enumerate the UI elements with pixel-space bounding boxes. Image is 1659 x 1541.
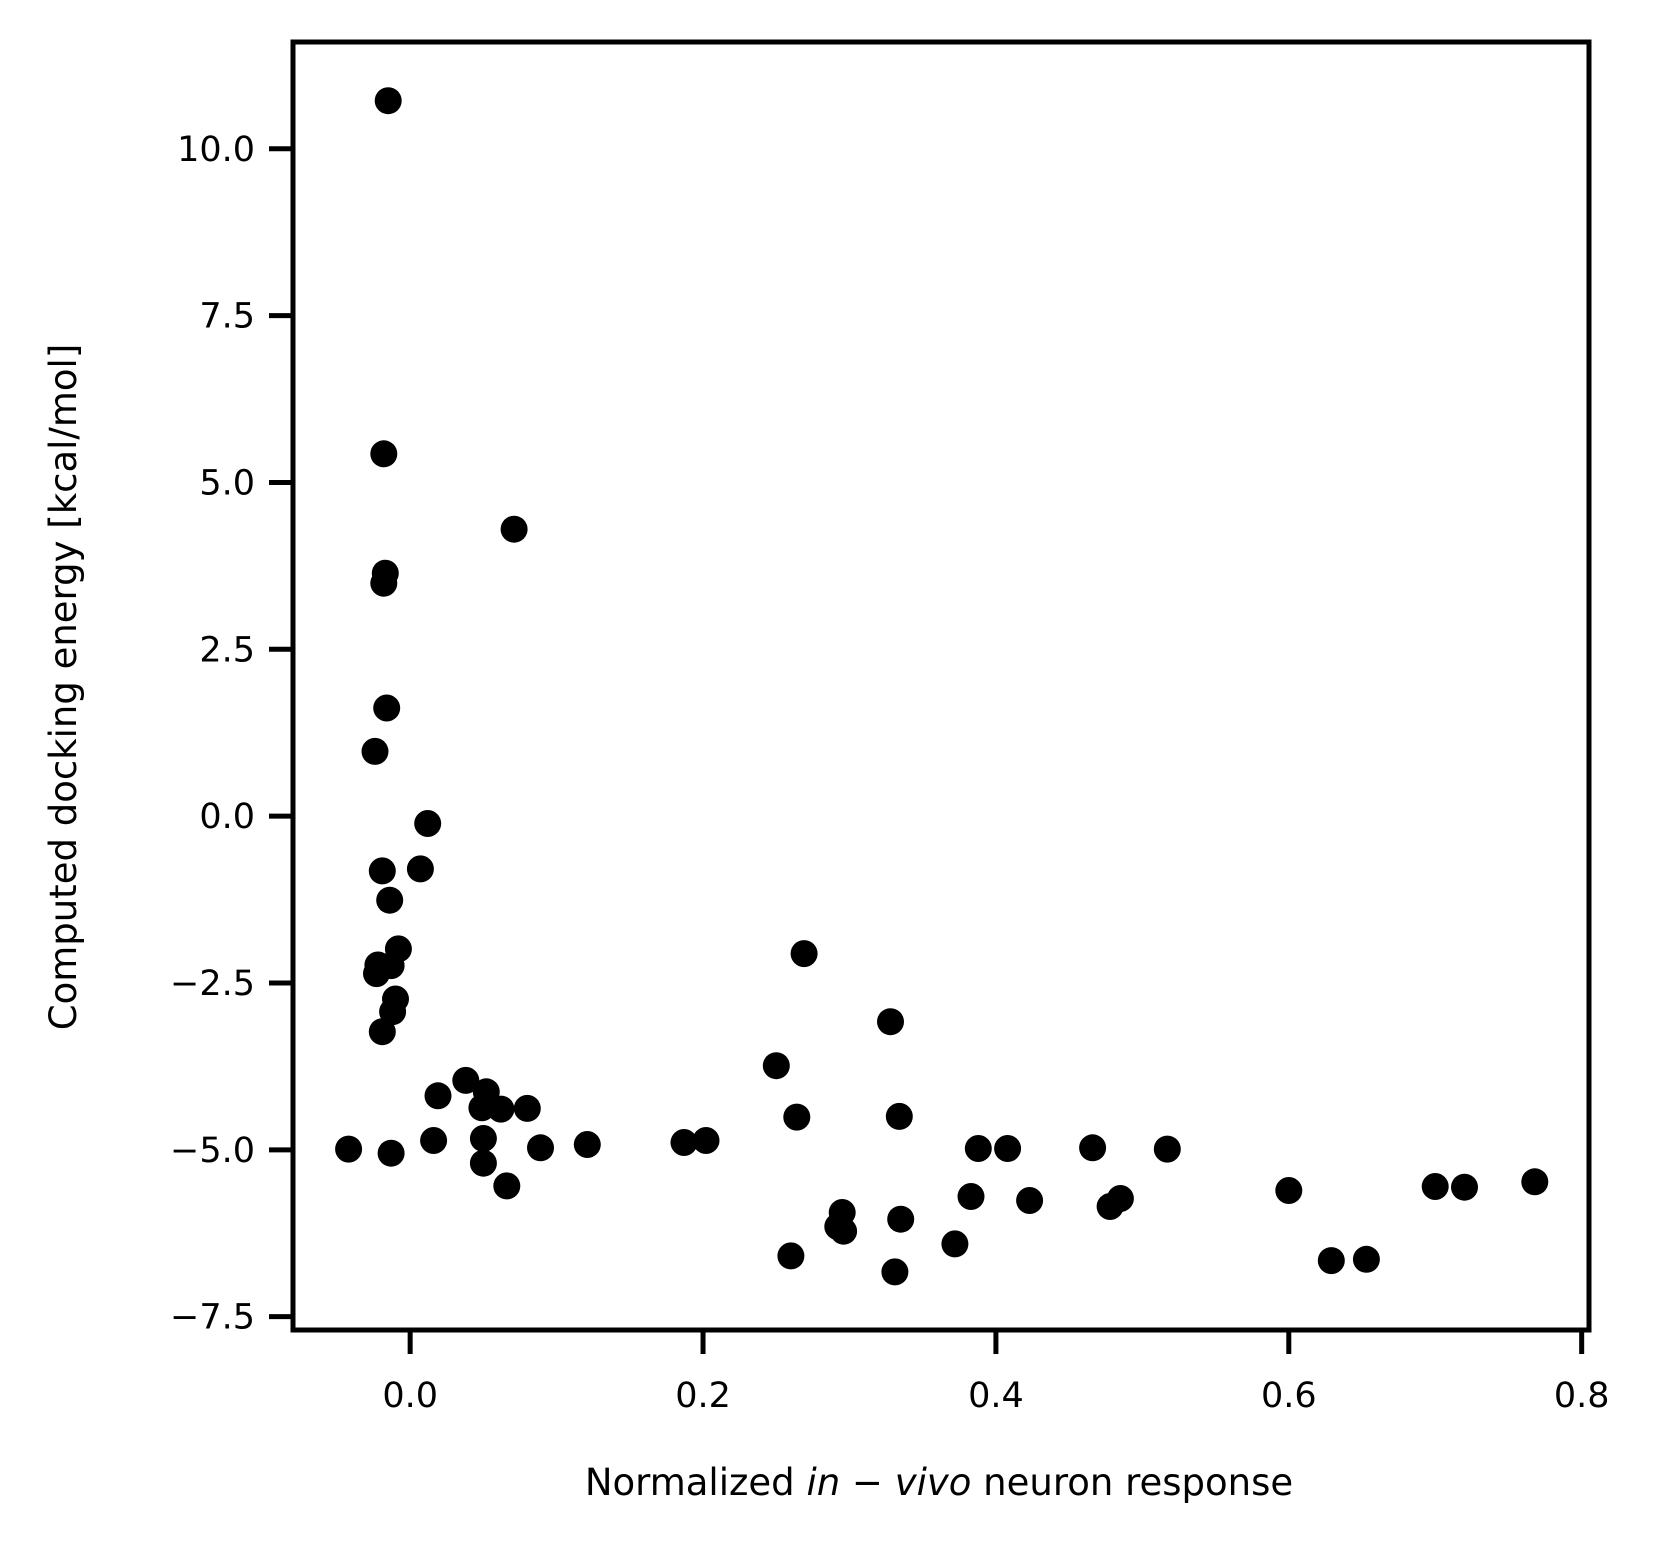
data-point-1 <box>370 440 398 468</box>
data-point-50 <box>1079 1134 1107 1162</box>
data-point-35 <box>777 1242 805 1270</box>
y-tick-label: −2.5 <box>170 964 255 1004</box>
data-point-45 <box>941 1230 969 1258</box>
data-point-57 <box>1421 1173 1449 1200</box>
x-tick-label: 0.4 <box>968 1376 1024 1416</box>
y-axis-label: Computed docking energy [kcal/mol] <box>42 344 85 1031</box>
x-tick-label: 0.8 <box>1554 1376 1610 1416</box>
data-point-48 <box>994 1135 1022 1162</box>
data-point-36 <box>783 1103 811 1131</box>
data-point-49 <box>1016 1187 1044 1214</box>
data-point-33 <box>692 1127 720 1154</box>
data-point-29 <box>500 515 528 543</box>
data-point-16 <box>368 1018 396 1046</box>
data-point-47 <box>964 1135 992 1162</box>
data-point-27 <box>469 1149 497 1177</box>
x-tick-label: 0.0 <box>382 1376 438 1416</box>
data-point-53 <box>1153 1135 1181 1163</box>
data-point-20 <box>424 1082 452 1110</box>
y-tick-label: 5.0 <box>199 463 255 503</box>
data-point-31 <box>573 1131 601 1158</box>
data-point-46 <box>957 1183 985 1210</box>
y-tick-label: −5.0 <box>170 1131 255 1171</box>
data-point-44 <box>887 1205 915 1233</box>
plot-frame <box>290 39 1592 1333</box>
x-tick-label: 0.2 <box>675 1376 731 1416</box>
data-point-6 <box>414 810 442 837</box>
data-point-18 <box>377 1139 405 1167</box>
y-tick-label: 2.5 <box>199 630 255 670</box>
data-point-13 <box>363 960 390 988</box>
data-point-3 <box>370 569 398 597</box>
x-axis-label: Normalized in − vivo neuron response <box>585 1461 1293 1504</box>
y-tick-label: −7.5 <box>170 1298 255 1338</box>
data-point-59 <box>1521 1168 1549 1196</box>
data-point-58 <box>1451 1173 1478 1201</box>
data-point-19 <box>420 1127 448 1154</box>
data-point-41 <box>877 1008 904 1036</box>
data-point-37 <box>790 940 818 968</box>
data-point-4 <box>373 694 401 722</box>
y-tick-label: 7.5 <box>199 297 255 337</box>
data-point-26 <box>469 1125 497 1152</box>
data-points <box>335 87 1549 1286</box>
data-point-40 <box>830 1217 858 1245</box>
data-point-21 <box>452 1066 480 1094</box>
data-point-15 <box>379 998 407 1026</box>
y-axis-ticks: −7.5 −5.0 −2.5 0.0 2.5 5.0 7.5 10.0 <box>170 130 293 1338</box>
data-point-55 <box>1317 1247 1345 1275</box>
data-point-5 <box>361 737 389 765</box>
data-point-25 <box>513 1094 541 1122</box>
data-point-9 <box>376 886 404 914</box>
data-point-28 <box>493 1172 521 1200</box>
data-point-54 <box>1275 1177 1303 1204</box>
x-tick-label: 0.6 <box>1261 1376 1317 1416</box>
data-point-24 <box>487 1095 515 1123</box>
data-point-8 <box>406 855 434 883</box>
data-point-52 <box>1106 1185 1134 1212</box>
x-axis-ticks: 0.0 0.2 0.4 0.6 0.8 <box>382 1330 1610 1416</box>
data-point-42 <box>881 1258 909 1286</box>
data-point-32 <box>670 1129 698 1156</box>
data-point-56 <box>1352 1245 1380 1273</box>
y-tick-label: 10.0 <box>177 130 255 170</box>
data-point-7 <box>368 857 396 885</box>
y-tick-label: 0.0 <box>199 797 255 837</box>
data-point-17 <box>335 1135 363 1163</box>
data-point-34 <box>762 1052 790 1080</box>
data-point-43 <box>885 1102 913 1130</box>
data-point-0 <box>374 87 402 115</box>
data-point-30 <box>527 1134 554 1162</box>
